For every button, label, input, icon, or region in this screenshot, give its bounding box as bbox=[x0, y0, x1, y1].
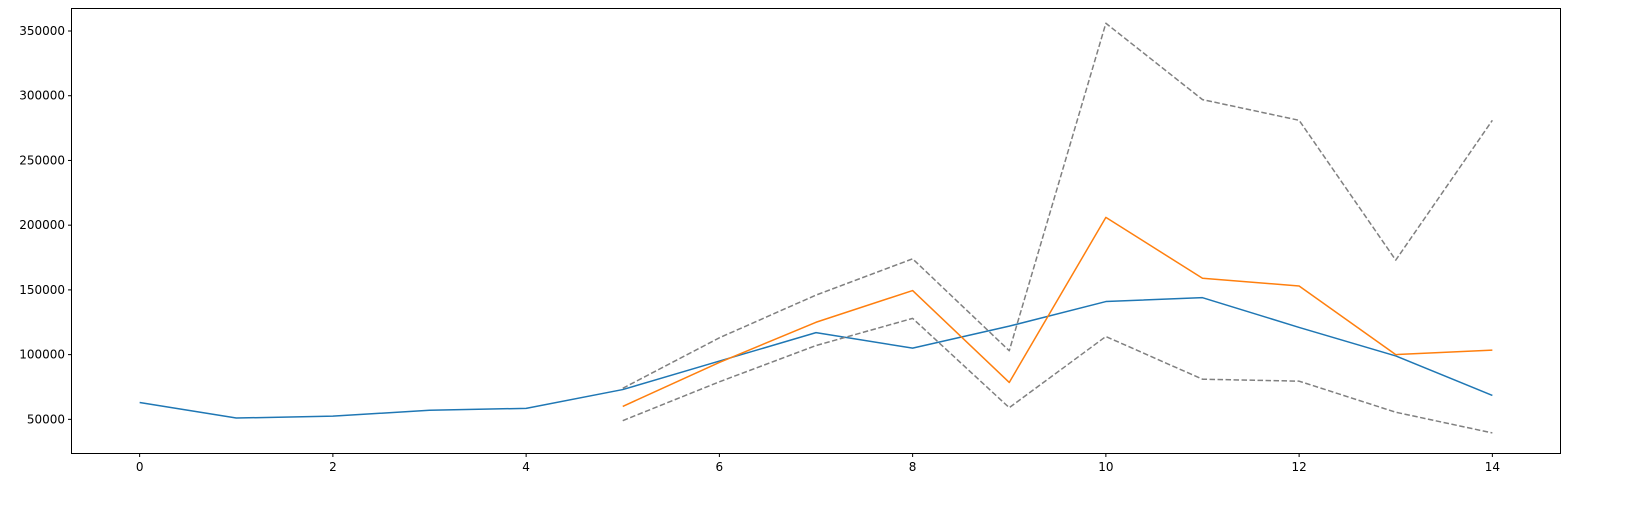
series-line-0 bbox=[139, 296, 1493, 419]
x-tick-label: 4 bbox=[522, 460, 530, 474]
series-line-1 bbox=[622, 216, 1493, 408]
x-axis: 0 2 4 6 8 10 12 14 bbox=[136, 453, 1500, 474]
x-tick-label: 12 bbox=[1291, 460, 1306, 474]
y-tick-label: 350000 bbox=[19, 24, 65, 38]
x-tick-label: 8 bbox=[909, 460, 917, 474]
y-tick-label: 300000 bbox=[19, 89, 65, 103]
y-tick-label: 200000 bbox=[19, 218, 65, 232]
plot-frame bbox=[71, 8, 1561, 454]
x-tick-label: 2 bbox=[329, 460, 337, 474]
y-tick-label: 250000 bbox=[19, 153, 65, 167]
y-tick-label: 50000 bbox=[27, 412, 65, 426]
y-tick-label: 150000 bbox=[19, 283, 65, 297]
x-tick-label: 10 bbox=[1098, 460, 1113, 474]
x-tick-label: 6 bbox=[716, 460, 724, 474]
x-tick-label: 0 bbox=[136, 460, 144, 474]
series-layer bbox=[139, 22, 1493, 434]
y-axis: 50000 100000 150000 200000 250000 300000 35000… bbox=[19, 24, 72, 426]
series-line-2 bbox=[622, 22, 1493, 389]
y-tick-label: 100000 bbox=[19, 348, 65, 362]
x-tick-label: 14 bbox=[1485, 460, 1500, 474]
series-line-3 bbox=[622, 317, 1493, 434]
axes-layer bbox=[71, 8, 1561, 454]
